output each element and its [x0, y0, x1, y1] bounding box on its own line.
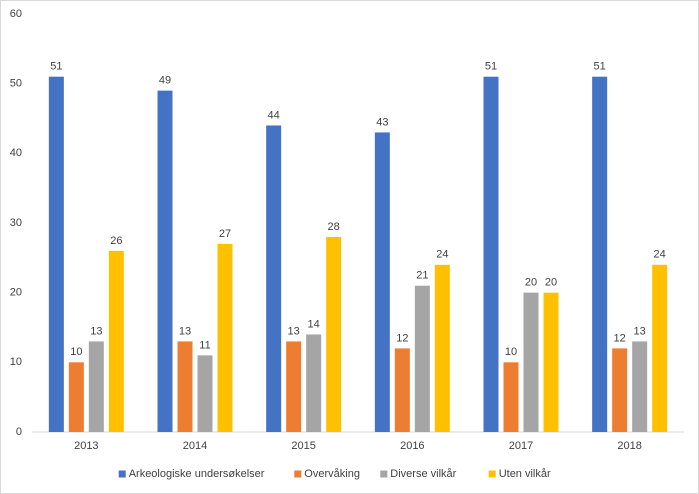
y-tick-label: 10	[10, 356, 22, 368]
legend-label: Overvåking	[304, 468, 360, 480]
legend-label: Arkeologiske undersøkelser	[129, 468, 265, 480]
bar	[286, 341, 302, 432]
data-label: 13	[90, 325, 102, 337]
data-label: 27	[219, 228, 231, 240]
legend-swatch	[488, 470, 496, 478]
data-label: 13	[634, 325, 646, 337]
data-label: 49	[159, 75, 171, 87]
data-label: 28	[328, 221, 340, 233]
bar	[157, 90, 173, 432]
y-tick-label: 50	[10, 78, 22, 90]
data-label: 20	[545, 277, 557, 289]
bar	[197, 355, 213, 432]
data-label: 24	[436, 249, 448, 261]
bar	[612, 348, 628, 432]
bar	[414, 285, 430, 432]
data-label: 43	[376, 116, 388, 128]
y-tick-label: 30	[10, 217, 22, 229]
data-label: 10	[70, 346, 82, 358]
data-label: 12	[396, 332, 408, 344]
bar	[68, 362, 84, 432]
bar	[503, 362, 519, 432]
data-label: 44	[268, 109, 280, 121]
data-label: 10	[505, 346, 517, 358]
legend-swatch	[294, 470, 302, 478]
x-tick-label: 2014	[183, 440, 207, 452]
data-label: 13	[179, 325, 191, 337]
data-label: 11	[199, 339, 210, 351]
data-label: 26	[110, 235, 122, 247]
bar	[374, 132, 390, 432]
data-label: 51	[594, 61, 606, 73]
data-label: 51	[50, 61, 62, 73]
bar	[217, 243, 233, 432]
bar	[523, 292, 539, 432]
data-label: 21	[416, 270, 428, 282]
data-label: 24	[654, 249, 666, 261]
bar	[543, 292, 559, 432]
bar	[652, 264, 668, 432]
x-tick-label: 2013	[74, 440, 98, 452]
x-tick-label: 2015	[291, 440, 315, 452]
legend-label: Diverse vilkår	[390, 468, 456, 480]
x-tick-label: 2018	[617, 440, 641, 452]
legend-swatch	[380, 470, 388, 478]
y-tick-label: 20	[10, 287, 22, 299]
y-tick-label: 40	[10, 147, 22, 159]
bar	[306, 334, 322, 432]
bar	[48, 76, 64, 432]
bar	[326, 236, 342, 432]
y-tick-label: 0	[16, 426, 22, 438]
bar	[592, 76, 608, 432]
data-label: 12	[614, 332, 626, 344]
bar	[108, 250, 124, 432]
bar	[632, 341, 648, 432]
bar	[434, 264, 450, 432]
bar	[266, 125, 282, 432]
bar	[394, 348, 410, 432]
legend-label: Uten vilkår	[499, 468, 551, 480]
bar	[483, 76, 499, 432]
data-label: 13	[288, 325, 300, 337]
data-label: 51	[485, 61, 497, 73]
y-tick-label: 60	[10, 8, 22, 20]
data-label: 14	[308, 318, 320, 330]
bar	[177, 341, 193, 432]
x-tick-label: 2017	[509, 440, 533, 452]
bar	[88, 341, 104, 432]
legend-swatch	[118, 470, 126, 478]
x-tick-label: 2016	[400, 440, 424, 452]
data-label: 20	[525, 277, 537, 289]
